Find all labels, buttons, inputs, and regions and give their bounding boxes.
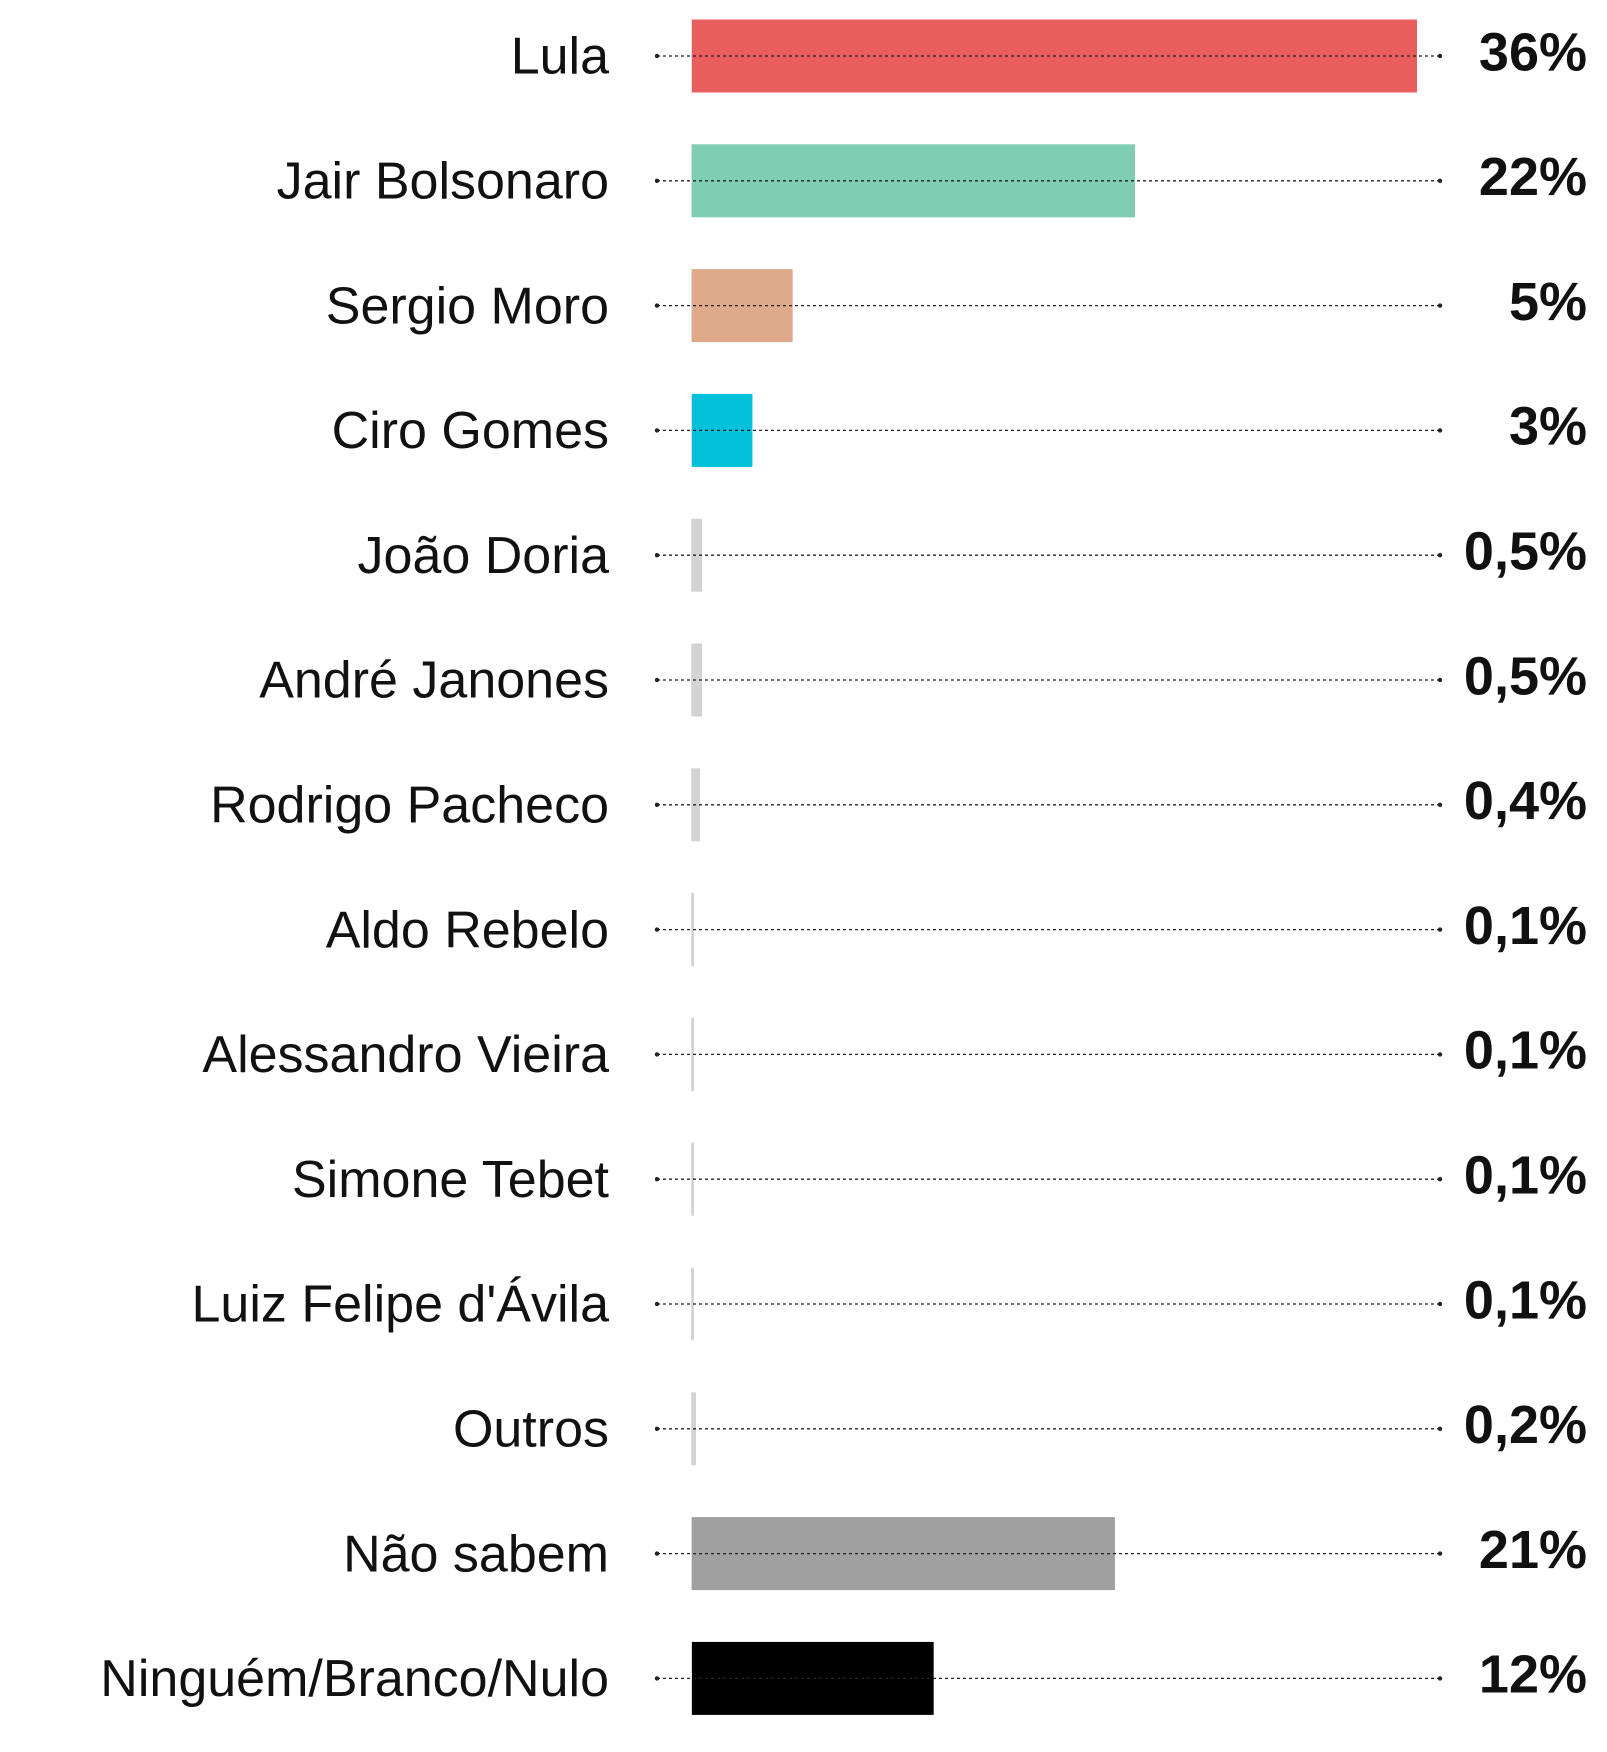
leader-dot <box>1437 1177 1443 1182</box>
bar <box>692 144 1136 218</box>
leader-dot <box>1437 1052 1443 1057</box>
category-label: Aldo Rebelo <box>326 901 609 959</box>
leader-dot <box>1437 428 1443 433</box>
category-label: Simone Tebet <box>292 1151 610 1209</box>
value-label: 36% <box>1479 22 1587 82</box>
category-label: Rodrigo Pacheco <box>210 777 609 835</box>
leader-dot <box>654 1551 660 1556</box>
leader-dot <box>1437 927 1443 932</box>
leader-dot <box>654 428 660 433</box>
leader-dot <box>654 677 660 683</box>
bar <box>692 643 703 717</box>
leader-dot <box>1437 1426 1443 1432</box>
category-label: Ninguém/Branco/Nulo <box>100 1650 609 1708</box>
leader-dot <box>1437 677 1443 683</box>
category-label: Ciro Gomes <box>332 402 609 460</box>
leader-dot <box>1437 1301 1443 1307</box>
category-label: Outros <box>453 1401 609 1459</box>
leader-dot <box>654 1177 660 1182</box>
value-label: 0,1% <box>1464 1145 1587 1205</box>
value-label: 22% <box>1479 147 1587 207</box>
value-label: 0,1% <box>1464 1270 1587 1330</box>
value-label: 0,4% <box>1464 771 1587 831</box>
value-label: 0,1% <box>1464 1021 1587 1081</box>
value-label: 5% <box>1509 272 1587 332</box>
category-label: Alessandro Vieira <box>202 1026 609 1084</box>
bar <box>692 518 703 592</box>
leader-dot <box>654 927 660 932</box>
value-label: 12% <box>1479 1645 1587 1705</box>
category-label: Jair Bolsonaro <box>277 153 609 211</box>
value-label: 0,5% <box>1464 646 1587 706</box>
category-label: João Doria <box>358 527 610 585</box>
leader-dot <box>654 1426 660 1432</box>
leader-dot <box>1437 303 1443 308</box>
category-label: Lula <box>511 28 609 86</box>
value-label: 3% <box>1509 397 1587 457</box>
leader-dot <box>1437 178 1443 183</box>
value-label: 21% <box>1479 1520 1587 1580</box>
leader-dot <box>1437 1551 1443 1556</box>
category-label: André Janones <box>259 652 609 710</box>
value-label: 0,5% <box>1464 521 1587 581</box>
category-label: Não sabem <box>343 1525 609 1583</box>
leader-dot <box>1437 553 1443 558</box>
leader-dot <box>654 1301 660 1307</box>
leader-dot <box>654 53 660 59</box>
leader-dot <box>1437 802 1443 807</box>
category-label: Luiz Felipe d'Ávila <box>192 1276 610 1334</box>
value-label: 0,1% <box>1464 896 1587 956</box>
leader-dot <box>1437 1676 1443 1681</box>
leader-dot <box>654 1052 660 1057</box>
leader-dot <box>654 553 660 558</box>
bar <box>692 768 701 842</box>
leader-dot <box>654 178 660 183</box>
leader-dot <box>654 802 660 807</box>
leader-dot <box>654 1676 660 1681</box>
category-label: Sergio Moro <box>326 277 609 335</box>
leader-dot <box>1437 53 1443 59</box>
leader-dot <box>654 303 660 308</box>
value-label: 0,2% <box>1464 1395 1587 1455</box>
